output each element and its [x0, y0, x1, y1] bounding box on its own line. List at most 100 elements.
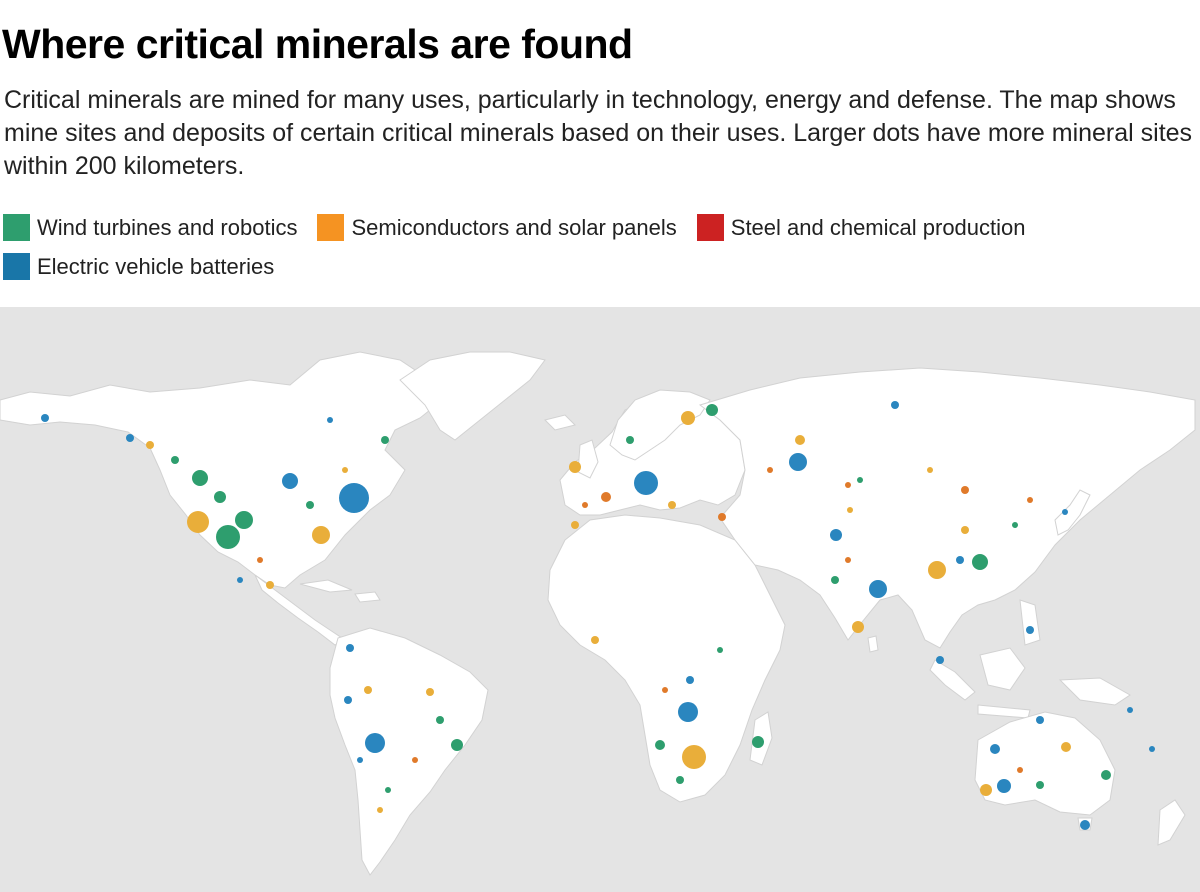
site-wind-madagascar [752, 736, 764, 748]
site-semi-scandinavia [681, 411, 695, 425]
site-semi-bolivia [364, 686, 372, 694]
land-japan [1054, 489, 1091, 536]
chart-title: Where critical minerals are found [2, 21, 633, 67]
site-wind-russia [857, 477, 863, 483]
site-steel-china-east [1027, 497, 1033, 503]
site-steel-china [961, 486, 969, 494]
site-semi-china-north [961, 526, 969, 534]
site-ev-us-midwest [282, 473, 298, 489]
site-ev-japan [1062, 509, 1068, 515]
site-ev-australia-north [1036, 716, 1044, 724]
legend-item-wind: Wind turbines and robotics [3, 212, 297, 243]
site-semi-russia [795, 435, 805, 445]
site-ev-chile [357, 757, 363, 763]
site-ev-europe-central [634, 471, 658, 495]
site-steel-mexico [257, 557, 263, 563]
legend-item-ev: Electric vehicle batteries [3, 251, 274, 282]
site-semi-south-africa [682, 745, 706, 769]
legend-swatch-wind [3, 214, 30, 241]
site-ev-bolivia [365, 733, 385, 753]
land-new-guinea [1058, 677, 1131, 706]
site-ev-australia-west [990, 744, 1000, 754]
site-ev-southern-africa [678, 702, 698, 722]
site-ev-china [956, 556, 964, 564]
land-cuba [299, 579, 353, 593]
legend-item-steel: Steel and chemical production [696, 212, 1026, 243]
site-semi-india-south [852, 621, 864, 633]
land-hispaniola [354, 591, 381, 603]
site-steel-europe [601, 492, 611, 502]
site-wind-quebec [381, 436, 389, 444]
land-scandinavia [609, 389, 711, 461]
site-steel-iberia [582, 502, 588, 508]
land-greenland [399, 351, 546, 441]
site-wind-brazil-east [451, 739, 463, 751]
site-ev-peru [344, 696, 352, 704]
legend-label-semiconductors: Semiconductors and solar panels [351, 215, 677, 240]
legend: Wind turbines and robotics Semiconductor… [3, 212, 1193, 282]
chart-subtitle: Critical minerals are mined for many use… [4, 86, 1193, 180]
land-borneo [979, 647, 1026, 691]
legend-label-wind: Wind turbines and robotics [37, 215, 298, 240]
land-iceland [544, 414, 576, 431]
site-steel-russia [767, 467, 773, 473]
site-wind-china-east [1012, 522, 1018, 528]
site-wind-north-america [171, 456, 179, 464]
site-semi-brazil [426, 688, 434, 696]
legend-swatch-semiconductors [317, 214, 345, 241]
site-wind-mexico-north [216, 525, 240, 549]
site-wind-us-west [235, 511, 253, 529]
site-semi-europe-west [569, 461, 581, 473]
site-semi-alaska [146, 441, 154, 449]
site-ev-canada [126, 434, 134, 442]
site-ev-russia [789, 453, 807, 471]
site-semi-us-south [312, 526, 330, 544]
site-semi-china-south [928, 561, 946, 579]
site-wind-africa-south [676, 776, 684, 784]
landmasses [0, 351, 1196, 876]
site-ev-us-east [339, 483, 369, 513]
site-semi-mexico [266, 581, 274, 589]
site-semi-north-africa [571, 521, 579, 529]
site-ev-alaska [41, 414, 49, 422]
site-steel-africa [662, 687, 668, 693]
site-wind-europe [626, 436, 634, 444]
site-ev-new-caledonia [1127, 707, 1133, 713]
land-sumatra [929, 659, 976, 701]
site-ev-pacific [1149, 746, 1155, 752]
site-wind-scandinavia [706, 404, 718, 416]
world-map-svg [0, 307, 1200, 892]
site-steel-brazil [412, 757, 418, 763]
site-steel-india [845, 557, 851, 563]
mineral-sites [41, 401, 1155, 830]
site-ev-india-east [869, 580, 887, 598]
site-wind-canada-west [192, 470, 208, 486]
site-wind-us-nw [214, 491, 226, 503]
site-semi-chile [377, 807, 383, 813]
legend-label-steel: Steel and chemical production [730, 215, 1026, 240]
legend-swatch-steel [696, 214, 724, 241]
site-ev-philippines [1026, 626, 1034, 634]
legend-item-semiconductors: Semiconductors and solar panels [317, 212, 677, 243]
site-semi-california [187, 511, 209, 533]
site-ev-iran [830, 529, 842, 541]
site-wind-china [972, 554, 988, 570]
site-steel-australia [1017, 767, 1023, 773]
land-africa [547, 514, 786, 803]
site-semi-australia-west [980, 784, 992, 796]
site-ev-south-america-north [346, 644, 354, 652]
site-semi-canada-east [342, 467, 348, 473]
site-ev-siberia [891, 401, 899, 409]
land-sri-lanka [867, 635, 879, 653]
site-semi-australia [1061, 742, 1071, 752]
site-ev-australia-sw [997, 779, 1011, 793]
site-wind-africa-east [717, 647, 723, 653]
land-new-zealand [1157, 799, 1186, 846]
site-wind-australia-east [1101, 770, 1111, 780]
land-philippines [1019, 599, 1041, 646]
site-ev-indonesia [936, 656, 944, 664]
site-wind-andes [385, 787, 391, 793]
site-semi-mongolia [927, 467, 933, 473]
site-steel-kazakhstan [845, 482, 851, 488]
land-north-america [0, 351, 441, 589]
